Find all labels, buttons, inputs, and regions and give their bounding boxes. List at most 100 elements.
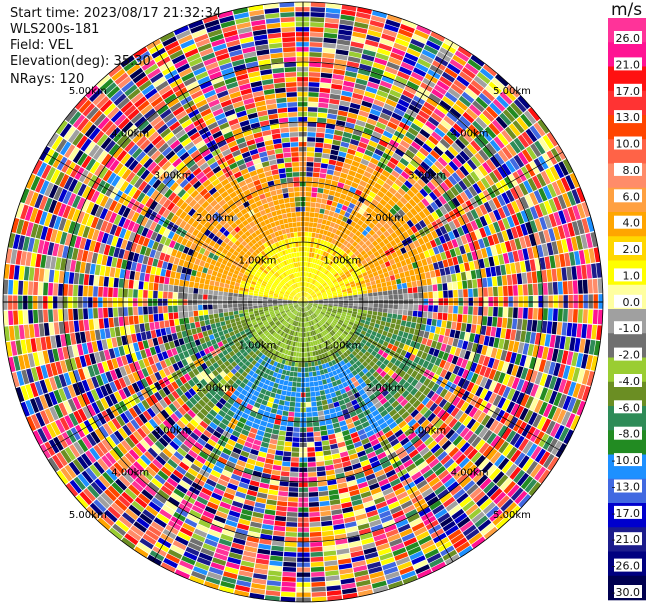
velocity-gate: [199, 420, 209, 429]
velocity-gate: [488, 211, 497, 223]
velocity-gate: [97, 458, 109, 471]
velocity-gate: [307, 304, 312, 308]
velocity-gate: [217, 506, 230, 515]
velocity-gate: [500, 498, 514, 512]
velocity-gate: [349, 238, 355, 245]
velocity-gate: [317, 307, 322, 310]
velocity-gate: [300, 302, 303, 307]
velocity-gate: [477, 133, 489, 146]
velocity-gate: [433, 262, 439, 270]
velocity-gate: [284, 401, 290, 407]
velocity-gate: [387, 313, 393, 319]
velocity-gate: [283, 338, 288, 344]
velocity-gate: [363, 500, 375, 508]
velocity-gate: [557, 308, 563, 322]
velocity-gate: [413, 67, 427, 77]
velocity-gate: [103, 423, 113, 436]
velocity-gate: [318, 344, 323, 350]
velocity-gate: [486, 484, 499, 498]
velocity-gate: [223, 375, 231, 382]
velocity-gate: [522, 458, 534, 472]
velocity-gate: [375, 538, 389, 547]
velocity-gate: [357, 412, 365, 420]
velocity-gate: [303, 297, 306, 302]
velocity-gate: [366, 144, 376, 153]
velocity-gate: [436, 185, 446, 195]
velocity-gate: [477, 278, 483, 288]
velocity-gate: [497, 149, 509, 163]
velocity-gate: [318, 183, 325, 189]
velocity-gate: [557, 225, 566, 240]
velocity-gate: [219, 501, 231, 510]
velocity-gate: [431, 131, 442, 142]
velocity-gate: [379, 38, 394, 47]
velocity-gate: [375, 265, 382, 271]
velocity-gate: [497, 166, 508, 179]
velocity-gate: [502, 205, 511, 217]
velocity-gate: [394, 429, 404, 438]
velocity-gate: [137, 369, 145, 380]
velocity-gate: [200, 408, 209, 417]
velocity-gate: [412, 287, 418, 293]
velocity-gate: [413, 204, 422, 213]
velocity-gate: [474, 194, 483, 206]
velocity-gate: [355, 513, 367, 521]
velocity-gate: [198, 519, 211, 529]
velocity-gate: [441, 425, 452, 436]
velocity-gate: [473, 491, 486, 503]
velocity-gate: [375, 501, 388, 510]
velocity-gate: [361, 354, 368, 361]
velocity-gate: [475, 96, 489, 109]
velocity-gate: [179, 429, 189, 439]
velocity-gate: [370, 15, 386, 24]
velocity-gate: [376, 393, 385, 401]
velocity-gate: [266, 401, 273, 408]
velocity-gate: [331, 453, 341, 460]
velocity-gate: [209, 496, 221, 506]
velocity-gate: [490, 245, 498, 256]
velocity-gate: [351, 555, 365, 563]
velocity-gate: [308, 303, 313, 305]
velocity-gate: [363, 344, 369, 351]
velocity-gate: [427, 116, 440, 127]
velocity-gate: [373, 346, 380, 353]
velocity-gate: [482, 429, 493, 442]
velocity-gate: [475, 218, 483, 229]
velocity-gate: [140, 454, 152, 466]
velocity-gate: [551, 321, 558, 335]
velocity-gate: [369, 334, 376, 340]
velocity-gate: [509, 352, 517, 364]
velocity-gate: [380, 409, 389, 418]
velocity-gate: [387, 199, 396, 207]
velocity-gate: [307, 137, 316, 142]
velocity-gate: [335, 543, 349, 550]
velocity-gate: [241, 364, 248, 371]
velocity-gate: [307, 262, 311, 267]
velocity-gate: [374, 496, 386, 505]
velocity-gate: [536, 173, 547, 187]
velocity-gate: [40, 410, 50, 425]
velocity-gate: [331, 322, 336, 327]
velocity-gate: [430, 178, 440, 188]
velocity-gate: [326, 311, 331, 315]
velocity-gate: [388, 187, 397, 195]
velocity-gate: [320, 224, 326, 230]
velocity-gate: [321, 353, 326, 359]
velocity-gate: [126, 421, 136, 433]
velocity-gate: [421, 49, 436, 60]
velocity-gate: [361, 100, 373, 108]
velocity-gate: [58, 402, 68, 417]
velocity-gate: [391, 364, 398, 372]
velocity-gate: [314, 311, 319, 315]
velocity-gate: [376, 144, 386, 152]
velocity-gate: [308, 316, 311, 321]
velocity-gate: [362, 271, 368, 277]
velocity-gate: [493, 136, 505, 149]
velocity-gate: [306, 294, 311, 299]
velocity-gate: [236, 580, 251, 588]
velocity-gate: [261, 399, 268, 406]
velocity-gate: [378, 241, 386, 248]
velocity-gate: [533, 232, 541, 245]
velocity-gate: [464, 262, 470, 272]
velocity-gate: [303, 332, 306, 337]
